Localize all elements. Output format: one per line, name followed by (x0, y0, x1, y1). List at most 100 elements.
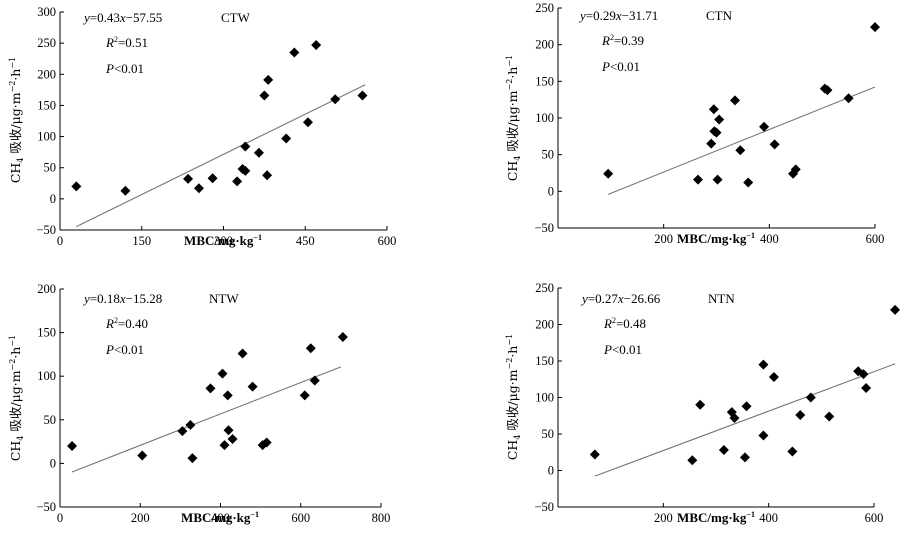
data-point (262, 170, 273, 181)
y-tick-label: 250 (535, 281, 554, 295)
y-tick-label: 200 (37, 67, 56, 81)
x-tick-label: 600 (378, 234, 397, 248)
data-point (861, 383, 872, 394)
data-point (311, 40, 322, 51)
x-axis-label: MBC/mg·kg−1 (677, 510, 755, 525)
data-point (711, 127, 722, 138)
p-value-label: P<0.01 (603, 342, 642, 357)
data-point (708, 104, 719, 115)
y-tick-label: 50 (44, 161, 57, 175)
data-point (187, 453, 198, 464)
panel-ctn: −50 0 50 100 150 200 250 200 400 600 CTN y=0.29x−31… (505, 1, 884, 246)
data-point (330, 94, 341, 105)
r-squared-label: R2=0.51 (105, 35, 148, 50)
y-tick-label: 300 (37, 5, 56, 19)
p-value-label: P<0.01 (601, 59, 640, 74)
data-point (693, 174, 704, 185)
x-tick-label: 400 (760, 232, 779, 246)
y-axis-label: CH4 吸收/μg·m−2·h−1 (8, 335, 25, 461)
data-point (193, 183, 204, 194)
data-point (247, 381, 258, 392)
x-tick-label: 150 (132, 234, 151, 248)
data-point (589, 449, 600, 460)
x-tick-label: 300 (214, 234, 233, 248)
data-point (357, 90, 368, 101)
data-point (858, 369, 869, 380)
x-axis-label: MBC/mg·kg−1 (181, 510, 259, 525)
x-tick-label: 200 (654, 511, 673, 525)
data-point (219, 440, 230, 451)
y-tick-label: 150 (535, 74, 554, 88)
panel-title: CTN (706, 8, 733, 23)
y-tick-label: 150 (37, 98, 56, 112)
data-point (870, 22, 880, 33)
regression-equation: y=0.43x−57.55 (82, 10, 162, 25)
x-axis-label: MBC/mg·kg−1 (184, 233, 262, 248)
y-tick-label: 100 (37, 130, 56, 144)
y-tick-label: 0 (50, 192, 56, 206)
y-tick-label: 50 (44, 413, 57, 427)
trend-line (594, 363, 896, 477)
data-point (217, 368, 228, 379)
x-axis-label: MBC/mg·kg−1 (677, 231, 755, 246)
x-tick-label: 600 (865, 511, 884, 525)
data-point (714, 114, 725, 125)
x-tick-label: 200 (131, 511, 150, 525)
y-tick-label: −50 (36, 223, 56, 237)
data-point (177, 426, 188, 437)
x-tick-label: 200 (654, 232, 673, 246)
r-squared-label: R2=0.48 (603, 316, 646, 331)
y-tick-label: −50 (534, 221, 554, 235)
data-point (137, 450, 148, 461)
data-point (758, 430, 769, 441)
x-tick-label: 450 (296, 234, 315, 248)
data-point (222, 390, 233, 401)
data-point (263, 74, 274, 85)
trend-line (71, 366, 342, 473)
panel-title: CTW (221, 10, 251, 25)
data-point (67, 440, 78, 451)
data-point (237, 348, 248, 359)
y-axis-label: CH4 吸收/μg·m−2·h−1 (8, 57, 25, 183)
data-point (687, 455, 698, 466)
y-tick-label: 150 (37, 326, 56, 340)
data-point (309, 375, 320, 386)
p-value-label: P<0.01 (105, 61, 144, 76)
data-point (759, 121, 770, 132)
y-tick-label: −50 (36, 500, 56, 514)
regression-equation: y=0.18x−15.28 (82, 291, 162, 306)
data-point (890, 304, 901, 315)
data-point (120, 185, 131, 196)
data-point (232, 176, 243, 187)
y-axis-label: CH4 吸收/μg·m−2·h−1 (505, 55, 522, 181)
y-tick-label: 250 (535, 1, 554, 15)
panel-ntn: −50 0 50 100 150 200 250 200 400 600 NTN y=0.27x−26… (505, 281, 901, 525)
panel-title: NTN (708, 291, 735, 306)
data-point (207, 173, 218, 184)
data-point (261, 437, 272, 448)
data-point (205, 383, 216, 394)
p-value-label: P<0.01 (105, 342, 144, 357)
y-tick-label: 50 (542, 148, 555, 162)
data-point (302, 117, 313, 128)
y-tick-label: 0 (548, 464, 554, 478)
y-tick-label: 200 (535, 318, 554, 332)
y-tick-label: 250 (37, 36, 56, 50)
data-point (787, 446, 798, 457)
x-tick-label: 400 (211, 511, 230, 525)
x-tick-label: 400 (759, 511, 778, 525)
x-tick-label: 600 (866, 232, 885, 246)
r-squared-label: R2=0.39 (601, 33, 644, 48)
data-point (695, 399, 706, 410)
data-point (183, 173, 194, 184)
data-point (822, 85, 833, 96)
y-tick-label: 150 (535, 354, 554, 368)
data-point (253, 147, 264, 158)
y-tick-label: 0 (50, 456, 56, 470)
data-point (824, 411, 835, 422)
data-point (758, 359, 769, 370)
x-tick-label: 0 (57, 511, 63, 525)
